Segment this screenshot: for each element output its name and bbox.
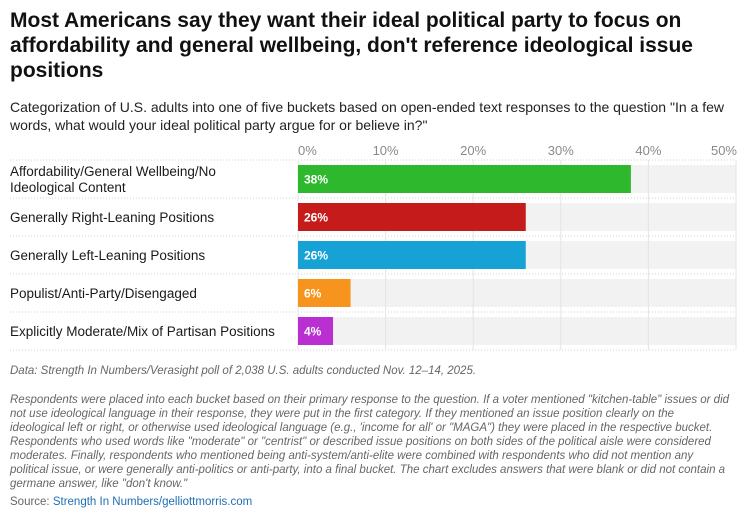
tick-label: 30% (548, 143, 574, 158)
bar (298, 241, 526, 269)
row-track (298, 317, 736, 345)
row-track (298, 279, 736, 307)
category-label: Ideological Content (10, 180, 126, 195)
methodology-note: Respondents were placed into each bucket… (10, 394, 730, 490)
bar-value-label: 26% (304, 211, 328, 225)
category-label: Explicitly Moderate/Mix of Partisan Posi… (10, 324, 275, 339)
bar (298, 279, 351, 307)
chart-title: Most Americans say they want their ideal… (10, 9, 693, 82)
tick-label: 40% (635, 143, 661, 158)
tick-label-layer: 0% 10% 20% 30% 40% 50% (298, 143, 737, 158)
label-layer: 38% Affordability/General Wellbeing/NoIde… (10, 164, 328, 339)
tick-label: 10% (373, 143, 399, 158)
source-link[interactable]: Strength In Numbers/gelliottmorris.com (52, 496, 253, 508)
bar (298, 165, 631, 193)
bar (298, 203, 526, 231)
bar-value-label: 26% (304, 249, 328, 263)
bar (298, 317, 334, 345)
bar-layer (298, 165, 631, 345)
source-prefix: Source: (10, 496, 53, 508)
bar-value-label: 6% (304, 287, 322, 301)
category-label: Generally Right-Leaning Positions (10, 210, 214, 225)
tick-label: 0% (298, 143, 317, 158)
category-label: Affordability/General Wellbeing/No (10, 164, 216, 179)
chart-subtitle: Categorization of U.S. adults into one o… (10, 99, 724, 133)
category-label: Generally Left-Leaning Positions (10, 248, 205, 263)
bar-value-label: 38% (304, 173, 328, 187)
category-label: Populist/Anti-Party/Disengaged (10, 286, 197, 301)
data-note: Data: Strength In Numbers/Verasight poll… (10, 365, 477, 377)
source-line: Source: Strength In Numbers/gelliottmorr… (10, 496, 252, 508)
tick-label: 20% (460, 143, 486, 158)
tick-label: 50% (711, 143, 737, 158)
bar-value-label: 4% (304, 325, 322, 339)
